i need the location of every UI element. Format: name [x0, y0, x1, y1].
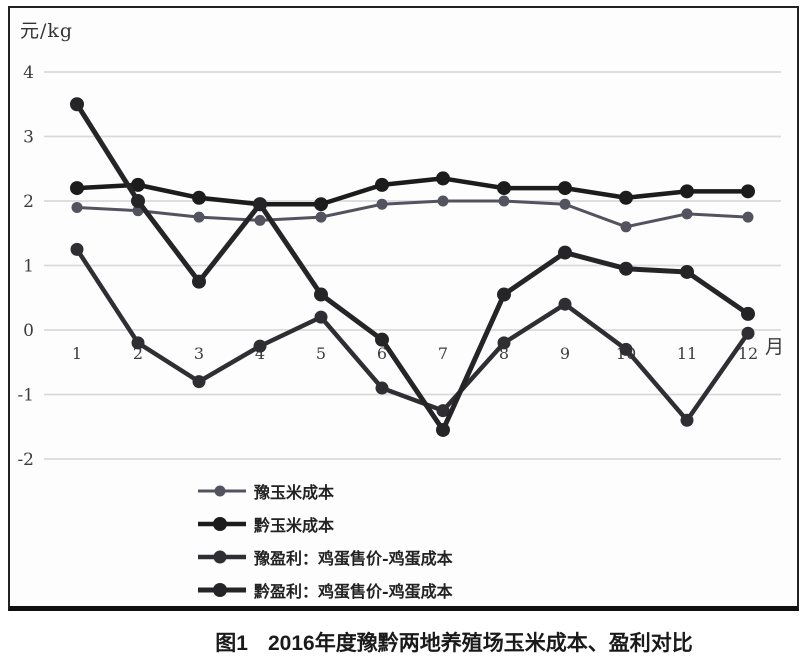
data-point-marker — [497, 287, 511, 302]
data-point-marker — [436, 171, 450, 186]
figure-caption-number: 图1 — [215, 632, 248, 655]
data-point-marker — [680, 413, 694, 427]
data-point-marker — [681, 208, 693, 220]
data-point-marker — [375, 177, 389, 192]
data-point-marker — [375, 381, 389, 395]
legend-item-3: 豫盈利：鸡蛋售价-鸡蛋成本 — [196, 544, 453, 570]
legend-item-4: 黔盈利：鸡蛋售价-鸡蛋成本 — [196, 577, 453, 603]
data-point-marker — [742, 211, 754, 223]
y-tick-label: 3 — [23, 128, 34, 148]
data-point-marker — [741, 306, 755, 321]
y-axis-unit-label: 元/kg — [20, 20, 74, 42]
y-tick-label: 1 — [23, 257, 34, 277]
y-tick-label: 4 — [23, 63, 34, 83]
data-point-marker — [741, 326, 755, 340]
data-point-marker — [559, 198, 571, 210]
x-tick-label: 5 — [316, 344, 326, 363]
legend-line-sample — [198, 485, 246, 497]
x-tick-label: 2 — [133, 344, 143, 363]
data-point-marker — [131, 194, 145, 208]
data-point-marker — [558, 245, 572, 260]
data-point-marker — [680, 184, 694, 199]
data-point-marker — [741, 184, 755, 199]
data-point-marker — [558, 297, 572, 311]
x-tick-label: 1 — [72, 344, 82, 363]
data-point-marker — [70, 97, 84, 112]
data-point-marker — [314, 287, 328, 302]
x-tick-label: 7 — [438, 344, 448, 363]
series-line-4 — [74, 101, 751, 433]
legend-sample-marker — [213, 550, 227, 564]
data-point-marker — [376, 198, 388, 210]
chart-frame: 元/kg — [8, 6, 799, 611]
legend-line-sample — [198, 517, 246, 531]
data-point-marker — [70, 181, 84, 196]
legend-label: 豫玉米成本 — [254, 483, 335, 502]
data-point-marker — [497, 336, 511, 350]
series-line-2 — [74, 176, 751, 207]
legend-item-2: 黔玉米成本 — [196, 511, 453, 537]
data-point-marker — [436, 404, 450, 418]
legend-line-sample — [198, 550, 246, 564]
data-point-marker — [620, 221, 632, 233]
data-point-marker — [558, 181, 572, 196]
x-tick-label: 8 — [499, 344, 509, 363]
data-point-marker — [70, 242, 84, 256]
data-point-marker — [619, 190, 633, 205]
x-tick-label: 4 — [255, 344, 265, 363]
x-tick-label: 11 — [677, 344, 697, 363]
legend-sample-marker — [214, 485, 226, 497]
figure-caption-title: 2016年度豫黔两地养殖场玉米成本、盈利对比 — [267, 632, 693, 655]
x-tick-label: 6 — [377, 344, 387, 363]
data-point-marker — [314, 197, 328, 212]
data-point-marker — [315, 211, 327, 223]
legend-label: 黔玉米成本 — [254, 516, 335, 535]
data-point-marker — [254, 214, 266, 226]
legend-label: 豫盈利：鸡蛋售价-鸡蛋成本 — [254, 549, 453, 568]
x-tick-label: 3 — [194, 344, 204, 363]
data-point-marker — [192, 274, 206, 289]
data-point-marker — [497, 181, 511, 196]
data-point-marker — [314, 310, 328, 324]
data-point-marker — [680, 264, 694, 279]
data-point-marker — [375, 332, 389, 347]
data-point-marker — [192, 375, 206, 389]
data-point-marker — [71, 201, 83, 213]
x-tick-label: 9 — [560, 344, 570, 363]
y-tick-label: 2 — [23, 192, 34, 212]
data-point-marker — [437, 195, 449, 207]
x-axis-unit-label: 月 — [765, 336, 784, 358]
legend-line-sample — [198, 583, 246, 597]
legend-item-1: 豫玉米成本 — [196, 478, 453, 504]
data-point-marker — [436, 422, 450, 437]
data-point-marker — [131, 177, 145, 192]
x-tick-label: 12 — [738, 344, 758, 363]
legend-sample-marker — [213, 583, 227, 597]
y-tick-label: -1 — [17, 386, 34, 406]
data-point-marker — [619, 342, 633, 356]
data-point-marker — [253, 197, 267, 212]
legend: 豫玉米成本黔玉米成本豫盈利：鸡蛋售价-鸡蛋成本 黔盈利：鸡蛋售价-鸡蛋成本 — [196, 478, 453, 603]
data-point-marker — [619, 261, 633, 276]
y-tick-label: -2 — [17, 450, 34, 470]
data-point-marker — [192, 190, 206, 205]
figure-caption: 图1 2016年度豫黔两地养殖场玉米成本、盈利对比 — [104, 627, 804, 657]
data-point-marker — [498, 195, 510, 207]
data-point-marker — [253, 339, 267, 353]
y-tick-label: 0 — [23, 321, 34, 341]
data-point-marker — [193, 211, 205, 223]
series-line-3 — [74, 247, 751, 423]
data-point-marker — [131, 336, 145, 350]
legend-label: 黔盈利：鸡蛋售价-鸡蛋成本 — [254, 582, 453, 601]
series-line-1 — [75, 199, 750, 229]
legend-sample-marker — [213, 517, 227, 531]
